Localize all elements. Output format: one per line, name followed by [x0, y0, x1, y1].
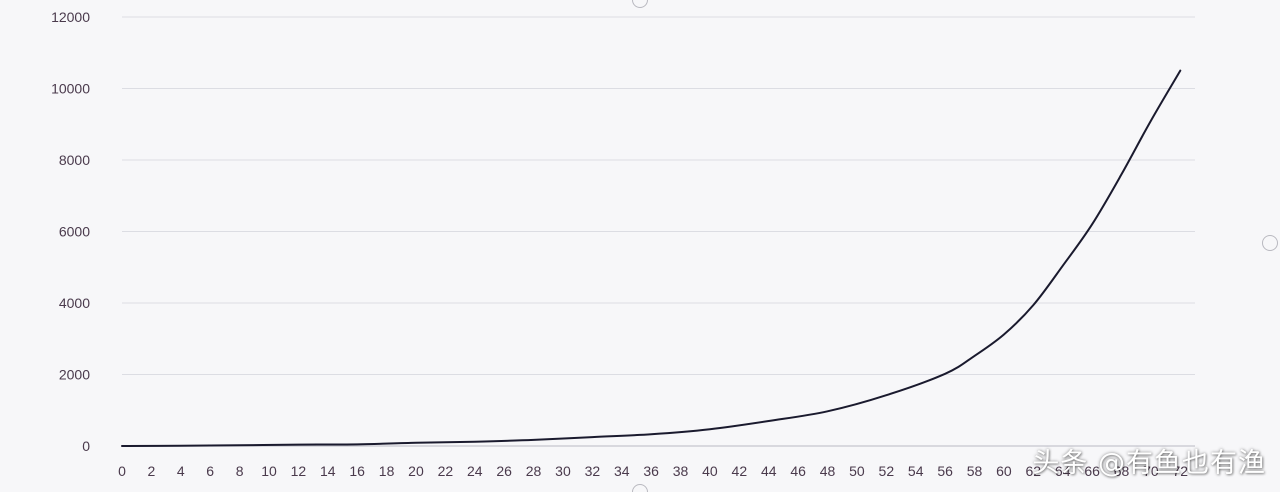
x-tick-label: 14: [320, 463, 336, 479]
series-line-0: [121, 69, 1182, 447]
x-tick-label: 20: [408, 463, 424, 479]
x-tick-label: 2: [147, 463, 155, 479]
y-tick-label: 10000: [51, 81, 90, 97]
x-tick-label: 40: [702, 463, 718, 479]
series-layer: [121, 69, 1182, 447]
x-tick-label: 24: [467, 463, 483, 479]
x-tick-label: 4: [177, 463, 185, 479]
x-tick-label: 50: [849, 463, 865, 479]
x-tick-label: 6: [206, 463, 214, 479]
x-tick-label: 0: [118, 463, 126, 479]
x-tick-label: 46: [790, 463, 806, 479]
x-tick-label: 52: [879, 463, 895, 479]
x-tick-label: 62: [1026, 463, 1042, 479]
x-tick-label: 22: [438, 463, 454, 479]
x-tick-label: 60: [996, 463, 1012, 479]
y-tick-label: 4000: [59, 295, 90, 311]
x-tick-label: 56: [937, 463, 953, 479]
x-tick-label: 44: [761, 463, 777, 479]
x-tick-label: 48: [820, 463, 836, 479]
x-tick-label: 30: [555, 463, 571, 479]
x-tick-label: 26: [496, 463, 512, 479]
x-tick-label: 10: [261, 463, 277, 479]
x-tick-label: 28: [526, 463, 542, 479]
y-axis-ticks: 0 2000 4000 6000 8000 10000 12000: [51, 9, 90, 454]
y-tick-label: 0: [82, 438, 90, 454]
y-tick-label: 8000: [59, 152, 90, 168]
x-tick-label: 64: [1055, 463, 1071, 479]
x-axis-ticks: 0 2 4 6 8 10 12 14 16 18 20 22 24 26 28 30 32 34 36 38 40 42 4…: [118, 463, 1188, 479]
x-tick-label: 38: [673, 463, 689, 479]
x-tick-label: 12: [291, 463, 307, 479]
x-tick-label: 68: [1114, 463, 1130, 479]
x-tick-label: 34: [614, 463, 630, 479]
x-tick-label: 58: [967, 463, 983, 479]
x-tick-label: 8: [236, 463, 244, 479]
x-tick-label: 70: [1143, 463, 1159, 479]
x-tick-label: 18: [379, 463, 395, 479]
x-tick-label: 16: [349, 463, 365, 479]
x-tick-label: 54: [908, 463, 924, 479]
y-tick-label: 6000: [59, 224, 90, 240]
watermark-text: 头条 @有鱼也有渔: [1032, 448, 1266, 479]
x-tick-label: 72: [1173, 463, 1189, 479]
x-tick-label: 36: [643, 463, 659, 479]
gridlines: [122, 16, 1195, 447]
y-tick-label: 12000: [51, 9, 90, 25]
y-tick-label: 2000: [59, 367, 90, 383]
x-tick-label: 32: [585, 463, 601, 479]
x-tick-label: 66: [1084, 463, 1100, 479]
right-edge-handle: [1262, 235, 1278, 251]
x-tick-label: 42: [732, 463, 748, 479]
